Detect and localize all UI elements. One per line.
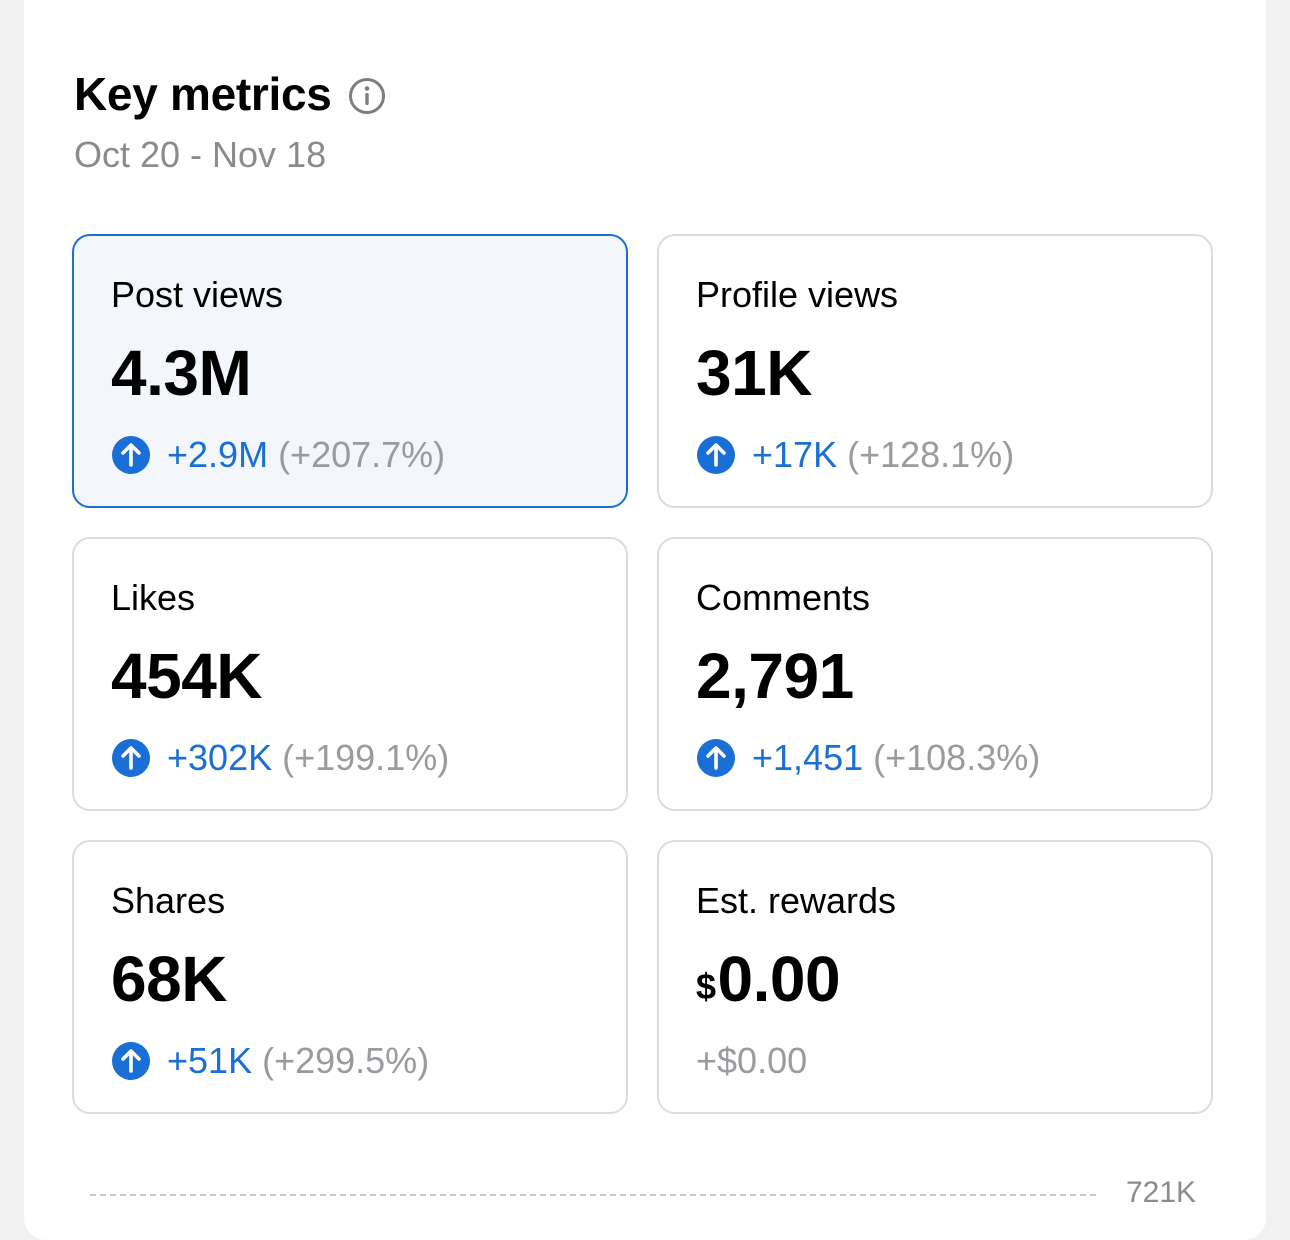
metric-label: Est. rewards: [696, 880, 897, 921]
metric-tile-post-views[interactable]: Post views 4.3M +2.9M (+207.7%): [72, 234, 628, 508]
chart-y-tick: 721K: [1126, 1176, 1197, 1209]
currency-symbol: $: [696, 966, 716, 1007]
metric-label: Likes: [111, 577, 196, 618]
key-metrics-header: Key metrics: [74, 64, 386, 124]
page-title: Key metrics: [74, 68, 332, 120]
metric-value: 2,791: [696, 640, 854, 712]
metric-change: +51K (+299.5%): [111, 1038, 429, 1084]
metric-value: 31K: [696, 337, 812, 409]
metric-change: +$0.00: [696, 1038, 807, 1084]
arrow-up-circle-icon: [697, 436, 735, 474]
metric-label: Profile views: [696, 274, 899, 315]
info-icon[interactable]: [348, 77, 386, 115]
metric-tile-shares[interactable]: Shares 68K +51K (+299.5%): [72, 840, 628, 1114]
metric-label: Comments: [696, 577, 871, 618]
metric-tile-comments[interactable]: Comments 2,791 +1,451 (+108.3%): [657, 537, 1213, 811]
metric-change: +17K (+128.1%): [696, 432, 1014, 478]
metric-change: +1,451 (+108.3%): [696, 735, 1040, 781]
metric-percent: (+108.3%): [873, 737, 1041, 778]
metric-delta: +2.9M: [167, 434, 269, 475]
metric-delta: +302K: [167, 737, 273, 778]
metric-delta: +17K: [752, 434, 838, 475]
metric-value: 68K: [111, 943, 227, 1015]
metric-tile-profile-views[interactable]: Profile views 31K +17K (+128.1%): [657, 234, 1213, 508]
metric-delta: +$0.00: [696, 1040, 808, 1081]
date-range: Oct 20 - Nov 18: [74, 134, 327, 175]
metric-value: 454K: [111, 640, 263, 712]
metric-value: 4.3M: [111, 337, 252, 409]
arrow-up-circle-icon: [112, 436, 150, 474]
arrow-up-circle-icon: [112, 1042, 150, 1080]
metric-percent: (+207.7%): [278, 434, 446, 475]
metric-label: Shares: [111, 880, 226, 921]
metric-change: +2.9M (+207.7%): [111, 432, 445, 478]
chart-gridline: [90, 1194, 1096, 1196]
metric-percent: (+199.1%): [282, 737, 450, 778]
metric-label: Post views: [111, 274, 284, 315]
arrow-up-circle-icon: [697, 739, 735, 777]
metric-tile-est-rewards[interactable]: Est. rewards $0.00 +$0.00: [657, 840, 1213, 1114]
metric-percent: (+128.1%): [847, 434, 1015, 475]
metric-value: $0.00: [696, 942, 841, 1016]
metric-tile-likes[interactable]: Likes 454K +302K (+199.1%): [72, 537, 628, 811]
metric-delta: +51K: [167, 1040, 253, 1081]
metric-change: +302K (+199.1%): [111, 735, 449, 781]
metric-percent: (+299.5%): [262, 1040, 430, 1081]
metric-delta: +1,451: [752, 737, 864, 778]
metric-amount: 0.00: [717, 943, 841, 1015]
arrow-up-circle-icon: [112, 739, 150, 777]
